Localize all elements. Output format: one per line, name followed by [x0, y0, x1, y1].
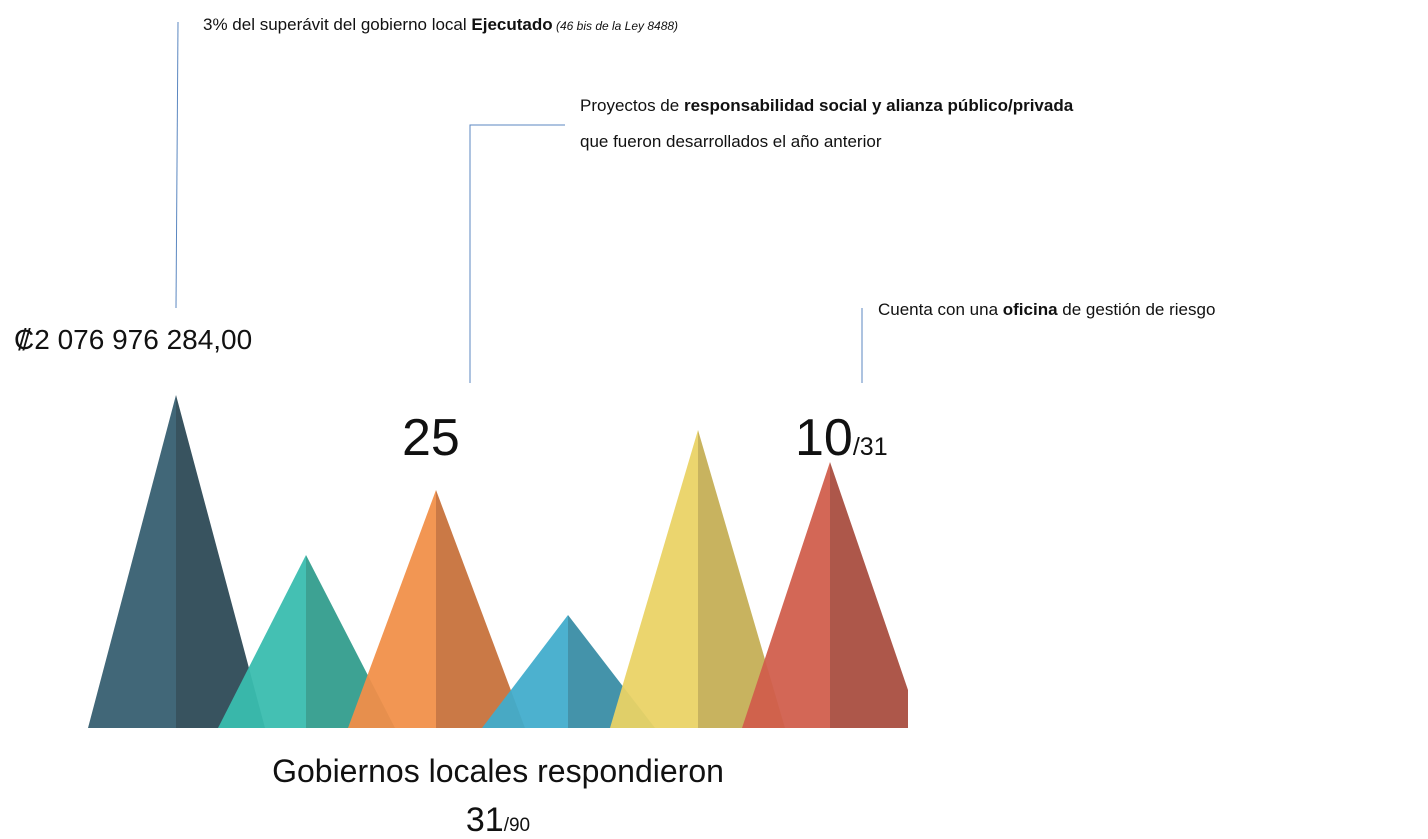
triangle — [88, 395, 176, 728]
footer-count: 31 — [466, 801, 504, 839]
triangle — [830, 462, 908, 728]
annotation-text: de gestión de riesgo — [1058, 300, 1216, 319]
page: 3% del superávit del gobierno local Ejec… — [0, 0, 1428, 838]
annotation-bold: responsabilidad social y alianza público… — [684, 96, 1073, 115]
annotation-bold: Ejecutado — [471, 15, 552, 34]
triangle — [742, 462, 830, 728]
triangle — [610, 430, 698, 728]
footer-label: Gobiernos locales respondieron — [0, 755, 996, 787]
value-total: /31 — [853, 433, 888, 461]
annotation-text: 3% del superávit del gobierno local — [203, 15, 471, 34]
annotation: Cuenta con una oficina de gestión de rie… — [878, 301, 1215, 318]
triangle — [348, 490, 436, 728]
value: 25 — [402, 412, 460, 464]
footer-total: /90 — [504, 815, 530, 836]
triangles — [88, 395, 908, 728]
leader-line — [176, 22, 178, 308]
annotation-note: (46 bis de la Ley 8488) — [553, 19, 678, 33]
leader-line — [470, 125, 565, 383]
annotation: 3% del superávit del gobierno local Ejec… — [203, 16, 678, 33]
value: 10/31 — [795, 412, 888, 464]
annotation-bold: oficina — [1003, 300, 1058, 319]
annotation: Proyectos de responsabilidad social y al… — [580, 97, 1073, 114]
graphic — [0, 0, 1428, 838]
footer-value: 31/90 — [0, 803, 996, 837]
value-count: 10 — [795, 409, 853, 467]
annotation-line: que fueron desarrollados el año anterior — [580, 133, 881, 150]
annotation-text: Proyectos de — [580, 96, 684, 115]
value: ₡2 076 976 284,00 — [14, 326, 252, 354]
annotation-text: Cuenta con una — [878, 300, 1003, 319]
